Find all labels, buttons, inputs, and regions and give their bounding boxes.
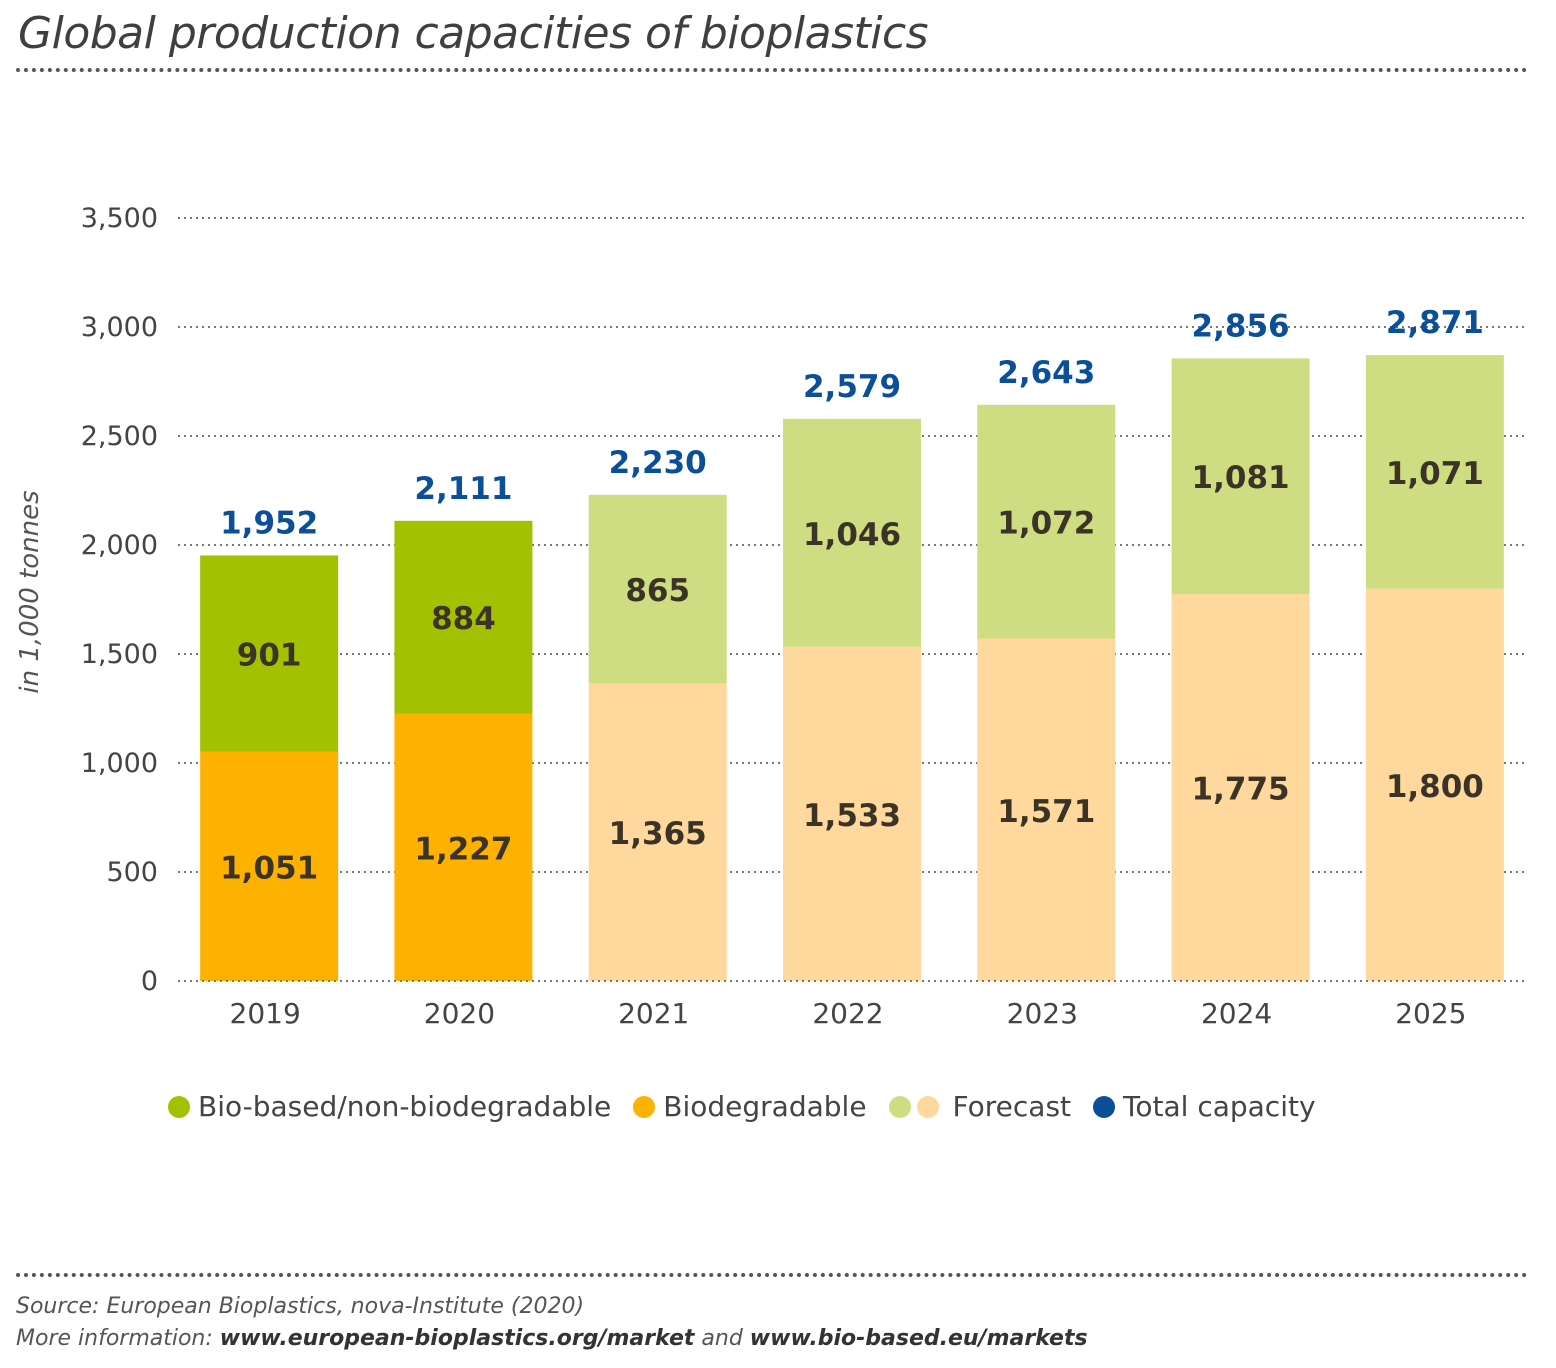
more-information: More information: www.european-bioplasti… [16, 1326, 1088, 1351]
bar-biodegradable [1171, 594, 1310, 981]
total-label: 2,871 [1386, 305, 1484, 341]
y-tick-label: 0 [141, 966, 158, 997]
y-tick-label: 3,500 [81, 203, 158, 234]
legend-item-forecast: Forecast [888, 1090, 1072, 1123]
data-label-biobased: 1,081 [1192, 460, 1290, 496]
top-divider [16, 68, 1528, 72]
legend-label-biodegradable: Biodegradable [663, 1090, 867, 1123]
bar-biobased [977, 404, 1116, 639]
bar-chart: 0 500 1,000 1,500 2,000 2,500 3,000 3,500 in 1,0… [15, 203, 1528, 1030]
data-label-biodegradable: 1,775 [1192, 772, 1290, 808]
x-tick-label: 2024 [1201, 997, 1272, 1030]
y-tick-label: 3,000 [81, 312, 158, 343]
total-label: 2,111 [414, 471, 512, 507]
y-tick-label: 1,500 [81, 639, 158, 670]
total-label: 2,230 [609, 445, 707, 481]
y-tick-label: 2,500 [81, 421, 158, 452]
data-label-biodegradable: 1,533 [803, 798, 901, 834]
x-tick-label: 2021 [618, 997, 689, 1030]
x-tick-label: 2020 [424, 997, 495, 1030]
data-label-biodegradable: 1,227 [414, 831, 512, 867]
data-label-biobased: 1,071 [1386, 456, 1484, 492]
legend-item-biodegradable: Biodegradable [633, 1090, 867, 1123]
bar-biodegradable [588, 683, 727, 981]
total-label: 2,643 [997, 355, 1095, 391]
chart-title: Global production capacities of bioplast… [18, 8, 929, 59]
bar-biodegradable [783, 646, 921, 981]
legend-swatch-biodegradable [633, 1095, 656, 1118]
legend-swatch-forecast-biodegradable [916, 1095, 939, 1118]
bottom-divider [16, 1273, 1528, 1277]
legend: Bio-based/non-biodegradable Biodegradabl… [168, 1090, 1338, 1123]
x-tick-label: 2023 [1007, 997, 1078, 1030]
link-european-bioplastics[interactable]: www.european-bioplastics.org/market [219, 1326, 695, 1351]
y-axis-label: in 1,000 tonnes [15, 490, 45, 693]
data-label-biobased: 884 [431, 601, 496, 637]
bar-biodegradable [394, 713, 533, 981]
total-label: 2,579 [803, 369, 901, 405]
bar-biobased [588, 494, 727, 684]
x-tick-label: 2022 [812, 997, 883, 1030]
legend-label-total: Total capacity [1123, 1090, 1316, 1123]
data-label-biobased: 901 [237, 638, 302, 674]
y-tick-label: 500 [106, 857, 158, 888]
legend-swatch-forecast-biobased [888, 1095, 911, 1118]
data-label-biobased: 865 [625, 573, 690, 609]
bar-biobased [1171, 358, 1310, 595]
data-label-biodegradable: 1,365 [609, 816, 707, 852]
more-info-prefix: More information: [16, 1326, 220, 1351]
y-tick-label: 1,000 [81, 748, 158, 779]
source-note: Source: European Bioplastics, nova-Insti… [16, 1294, 585, 1319]
data-label-biodegradable: 1,571 [997, 794, 1095, 830]
legend-item-total: Total capacity [1093, 1090, 1316, 1123]
more-info-and: and [694, 1326, 750, 1351]
legend-label-biobased: Bio-based/non-biodegradable [198, 1090, 612, 1123]
total-label: 2,856 [1192, 308, 1290, 344]
legend-swatch-total [1093, 1095, 1116, 1118]
bar-biodegradable [200, 751, 339, 981]
data-label-biobased: 1,046 [803, 517, 901, 553]
bar-biobased [1365, 355, 1504, 589]
link-bio-based[interactable]: www.bio-based.eu/markets [749, 1326, 1088, 1351]
bar-biobased [783, 418, 921, 647]
x-tick-label: 2019 [230, 997, 301, 1030]
y-tick-label: 2,000 [81, 530, 158, 561]
total-label: 1,952 [220, 505, 318, 541]
legend-label-forecast: Forecast [952, 1090, 1072, 1123]
legend-swatch-biobased [168, 1095, 190, 1118]
data-label-biodegradable: 1,051 [220, 850, 318, 886]
bar-biobased [394, 520, 533, 714]
data-label-biodegradable: 1,800 [1386, 769, 1484, 805]
bar-biodegradable [977, 638, 1116, 981]
bar-biobased [200, 555, 339, 752]
data-label-biobased: 1,072 [997, 506, 1095, 542]
x-tick-label: 2025 [1395, 997, 1466, 1030]
legend-item-biobased: Bio-based/non-biodegradable [168, 1090, 611, 1123]
bar-biodegradable [1365, 588, 1504, 981]
